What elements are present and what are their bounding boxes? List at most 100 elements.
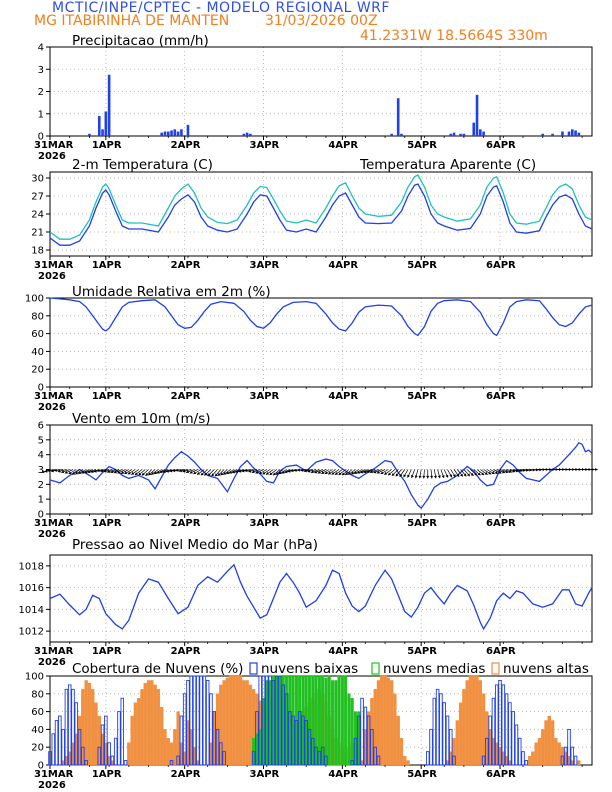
precip-bar xyxy=(170,130,173,136)
cloud-low-bar xyxy=(182,693,187,766)
wind-arrow-head xyxy=(259,471,263,475)
wind-arrow-head xyxy=(61,470,65,474)
cloud-high-bar xyxy=(389,680,394,766)
wind-arrow-head xyxy=(145,472,149,476)
panel-title: 2-m Temperatura (C) xyxy=(72,157,213,173)
y-tick-label: 0 xyxy=(38,510,44,521)
x-tick-label: 6APR xyxy=(486,391,516,402)
cloud-high-bar xyxy=(130,715,134,766)
wind-arrow-head xyxy=(44,469,48,473)
panel-temp: 18 21 24 27 30 31MAR 1APR 2APR 3APR 4APR 5APR 6APR 2… xyxy=(31,157,593,282)
x-tick-label: 6APR xyxy=(486,260,516,271)
cloud-low-bar xyxy=(268,675,272,766)
x-tick-label: 4APR xyxy=(328,646,358,657)
wind-arrow-head xyxy=(463,473,467,477)
cloud-high-bar xyxy=(534,742,538,766)
cloud-low-bar xyxy=(429,728,433,766)
wind-arrow-head xyxy=(172,469,176,473)
x-tick-label: 3APR xyxy=(250,140,280,151)
x-tick-label: 4APR xyxy=(328,518,358,529)
panel-frame xyxy=(49,297,593,388)
cloud-low-bar xyxy=(205,680,210,766)
panel-title: Cobertura de Nuvens (%) xyxy=(72,661,243,677)
wind-arrow-head xyxy=(220,472,224,476)
wind-arrow-head xyxy=(399,473,403,477)
legend-swatch xyxy=(249,662,258,675)
precip-bar xyxy=(479,129,482,136)
cloud-low-bar xyxy=(357,715,361,766)
cloud-high-bar xyxy=(557,742,561,766)
cloud-high-bar xyxy=(554,738,558,766)
wind-arrow-head xyxy=(495,471,499,474)
cloud-high-bar xyxy=(160,706,164,766)
cloud-low-bar xyxy=(107,742,111,766)
wind-arrow-head xyxy=(300,468,304,472)
cloud-high-bar xyxy=(173,729,177,766)
x-year-label: 2026 xyxy=(38,402,66,413)
wind-arrow-head xyxy=(255,470,259,474)
cloud-low-bar xyxy=(567,728,571,766)
wind-arrow-head xyxy=(335,472,339,475)
cloud-low-bar xyxy=(202,675,207,766)
wind-arrow-head xyxy=(275,471,279,475)
cloud-low-bar xyxy=(363,706,368,766)
cloud-low-bar xyxy=(251,751,256,766)
wind-arrow-head xyxy=(467,473,470,477)
y-tick-label: 20 xyxy=(31,365,44,376)
wind-arrow-head xyxy=(281,470,285,474)
x-tick-label: 5APR xyxy=(407,518,437,529)
wind-arrow-head xyxy=(384,471,388,475)
y-tick-label: 0 xyxy=(38,383,44,394)
x-tick-label: 3APR xyxy=(250,391,280,402)
wind-arrow-head xyxy=(269,472,273,476)
wind-arrow-head xyxy=(502,470,506,474)
series-line xyxy=(49,441,593,510)
wind-arrow-head xyxy=(491,471,495,475)
cloud-high-bar xyxy=(386,677,391,766)
cloud-high-bar xyxy=(225,677,230,766)
y-tick-label: 80 xyxy=(31,689,44,700)
cloud-low-bar xyxy=(189,675,194,766)
wind-arrow-head xyxy=(342,472,345,476)
wind-arrow-head xyxy=(238,469,242,473)
series-line xyxy=(49,563,593,631)
y-tick-label: 27 xyxy=(31,192,44,203)
panel-rh: 0 20 40 60 80 100 31MAR 1APR 2APR 3APR 4APR 5APR 6AP… xyxy=(25,284,593,413)
cloud-low-bar xyxy=(258,675,262,766)
cloud-high-bar xyxy=(228,675,233,766)
y-tick-label: 0 xyxy=(38,761,44,772)
wind-arrow-head xyxy=(51,469,54,473)
cloud-low-bar xyxy=(311,737,315,766)
wind-arrow-head xyxy=(182,469,186,473)
wind-arrow-head xyxy=(456,473,460,477)
wind-arrow-head xyxy=(403,474,407,478)
run-time-label: 31/03/2026 00Z xyxy=(265,13,378,29)
cloud-high-bar xyxy=(232,675,236,766)
cloud-high-bar xyxy=(84,680,88,766)
x-tick-label: 1APR xyxy=(92,769,122,780)
wind-arrow-head xyxy=(452,474,456,478)
wind-arrow-head xyxy=(284,470,288,474)
cloud-low-bar xyxy=(169,760,174,766)
cloud-low-bar xyxy=(97,746,102,766)
cloud-high-bar xyxy=(166,738,170,766)
cloud-high-bar xyxy=(455,720,459,766)
cloud-low-bar xyxy=(297,711,302,766)
panel-title: Pressao ao Nivel Medio do Mar (hPa) xyxy=(72,537,318,553)
cloud-low-bar xyxy=(320,746,325,766)
wind-arrow-head xyxy=(110,470,114,474)
cloud-low-bar xyxy=(120,697,125,766)
cloud-low-bar xyxy=(485,737,489,766)
cloud-mid-bar xyxy=(340,675,344,766)
cloud-low-bar xyxy=(508,702,512,766)
wind-arrow-head xyxy=(414,475,418,479)
wind-arrow-head xyxy=(211,473,215,477)
precip-bar xyxy=(88,133,91,136)
wind-arrow-head xyxy=(407,474,411,478)
wind-arrow-head xyxy=(141,472,145,476)
legend-label: nuvens medias xyxy=(383,661,485,677)
wind-arrow-head xyxy=(460,473,463,477)
panel-cloud: 0 20 40 60 80 100 31MAR 1APR 2APR 3APR 4APR 5APR 6AP… xyxy=(25,661,593,791)
cloud-low-bar xyxy=(481,755,486,766)
legend-apparent-temp: Temperatura Aparente (C) xyxy=(359,157,536,173)
